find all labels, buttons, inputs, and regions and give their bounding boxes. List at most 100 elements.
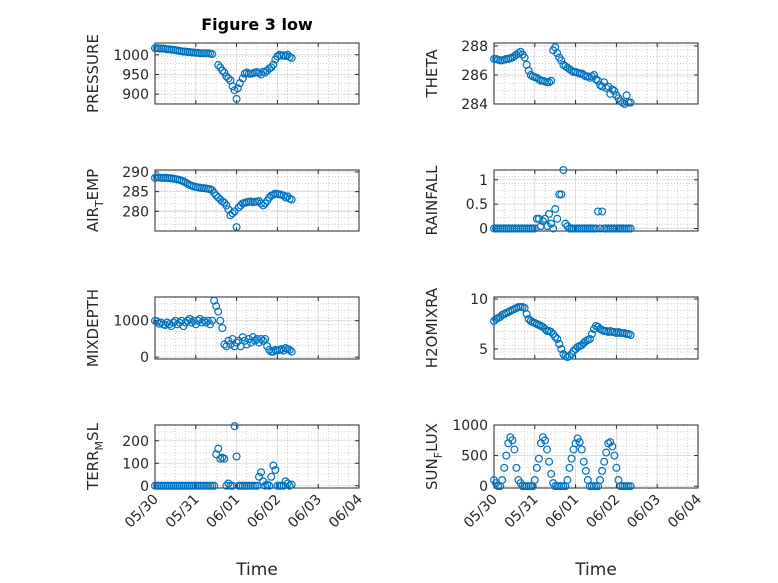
data-point xyxy=(612,463,621,472)
data-point xyxy=(577,445,586,454)
data-point xyxy=(545,457,554,466)
data-point xyxy=(208,50,217,59)
data-point xyxy=(232,94,241,103)
data-point xyxy=(530,476,539,485)
data-point xyxy=(626,224,635,233)
data-point xyxy=(591,224,600,233)
y-tick-label: 0 xyxy=(140,350,149,366)
data-point xyxy=(538,323,547,332)
x-axis-label: Time xyxy=(235,560,278,580)
subplot-rainfall: 0 0.5 1 RAINFALL xyxy=(423,165,699,238)
data-point xyxy=(569,347,578,356)
data-point xyxy=(532,463,541,472)
data-point xyxy=(265,481,274,490)
data-point xyxy=(547,76,556,85)
axes-box xyxy=(154,42,360,105)
data-point xyxy=(591,75,600,84)
data-point xyxy=(257,334,266,343)
data-point xyxy=(287,195,296,204)
x-axis-label: Time xyxy=(574,560,617,580)
data-point xyxy=(157,318,166,327)
axes-box xyxy=(493,424,699,489)
data-point xyxy=(585,335,594,344)
data-point xyxy=(253,481,262,490)
data-point xyxy=(287,53,296,62)
data-point xyxy=(600,457,609,466)
data-point xyxy=(169,318,178,327)
y-tick-label: 286 xyxy=(461,68,488,84)
data-point xyxy=(281,477,290,486)
data-point xyxy=(238,74,247,83)
data-series xyxy=(490,166,635,233)
data-point xyxy=(255,472,264,481)
y-tick-label: 280 xyxy=(122,204,149,220)
data-point xyxy=(598,207,607,216)
y-axis-label: PRESSURE xyxy=(84,34,102,113)
data-point xyxy=(220,68,229,77)
data-point xyxy=(216,316,225,325)
data-point xyxy=(500,463,509,472)
data-point xyxy=(602,448,611,457)
data-point xyxy=(551,205,560,214)
data-point xyxy=(579,457,588,466)
y-tick-label: 1000 xyxy=(113,314,149,330)
data-point xyxy=(199,316,208,325)
data-point xyxy=(549,224,558,233)
data-point xyxy=(522,310,531,319)
data-point xyxy=(561,219,570,228)
data-point xyxy=(210,481,219,490)
data-point xyxy=(557,190,566,199)
subplot-pressure: 900 950 1000 PRESSURE xyxy=(84,34,360,113)
y-tick-label: 200 xyxy=(122,434,149,450)
y-tick-label: 500 xyxy=(461,449,488,465)
data-series xyxy=(490,303,635,362)
data-series xyxy=(151,422,296,490)
data-point xyxy=(534,214,543,223)
data-point xyxy=(563,476,572,485)
data-point xyxy=(259,201,268,210)
data-point xyxy=(618,98,627,107)
data-point xyxy=(622,91,631,100)
data-point xyxy=(557,345,566,354)
data-point xyxy=(538,217,547,226)
data-point xyxy=(228,209,237,218)
data-point xyxy=(553,214,562,223)
data-point xyxy=(498,476,507,485)
y-tick-label: 1000 xyxy=(452,418,488,434)
y-tick-label: 950 xyxy=(122,67,149,83)
data-point xyxy=(210,296,219,305)
data-point xyxy=(208,316,217,325)
data-point xyxy=(547,469,556,478)
data-point xyxy=(279,481,288,490)
data-point xyxy=(257,468,266,477)
data-point xyxy=(608,442,617,451)
data-point xyxy=(581,466,590,475)
data-point xyxy=(269,60,278,69)
data-point xyxy=(242,340,251,349)
axes-box xyxy=(493,42,699,105)
y-axis-label: RAINFALL xyxy=(423,165,441,236)
data-point xyxy=(218,324,227,333)
y-tick-label: 0 xyxy=(479,222,488,238)
data-point xyxy=(545,209,554,218)
data-point xyxy=(177,316,186,325)
data-point xyxy=(567,454,576,463)
data-point xyxy=(540,214,549,223)
data-point xyxy=(577,341,586,350)
data-series xyxy=(490,433,635,491)
data-point xyxy=(545,78,554,87)
data-point xyxy=(265,345,274,354)
grid-lines xyxy=(493,169,699,232)
data-point xyxy=(596,476,605,485)
data-point xyxy=(261,334,270,343)
y-axis-label: THETA xyxy=(423,49,441,99)
data-point xyxy=(255,68,264,77)
y-axis-label: TERRMSL xyxy=(84,422,106,491)
data-point xyxy=(277,345,286,354)
data-point xyxy=(565,463,574,472)
data-series xyxy=(151,44,296,103)
data-point xyxy=(283,479,292,488)
y-tick-label: 900 xyxy=(122,87,149,103)
data-point xyxy=(610,451,619,460)
y-tick-label: 5 xyxy=(479,342,488,358)
